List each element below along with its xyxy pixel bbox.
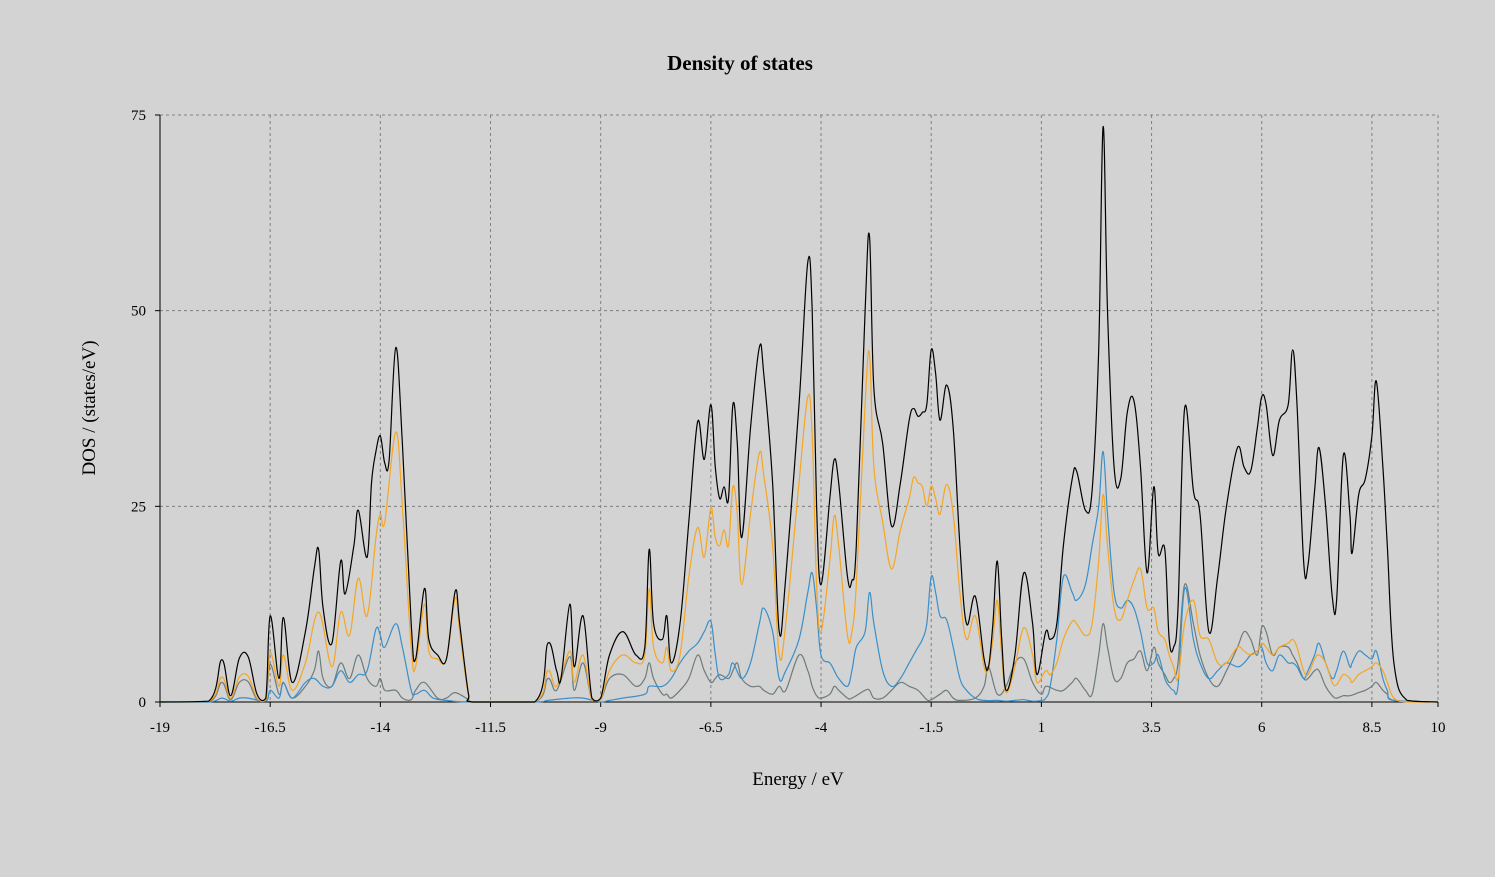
y-tick-label: 0 (139, 695, 147, 711)
x-tick-labels: -19 -16.5 -14 -11.5 -9 -6.5 -4 -1.5 1 3.5 6 8.5 10 (150, 720, 1446, 736)
series-line-1 (159, 126, 1439, 703)
y-tick-labels: 0 25 50 75 (131, 108, 146, 711)
x-tick-label: 6 (1258, 720, 1266, 736)
x-tick-label: -6.5 (699, 720, 723, 736)
grid (160, 114, 1439, 702)
x-tick-label: 3.5 (1142, 720, 1161, 736)
series-line-4 (159, 583, 1439, 703)
series-line-2 (159, 350, 1438, 703)
y-axis-label: DOS / (states/eV) (79, 340, 100, 475)
x-tick-label: -9 (594, 720, 607, 736)
x-tick-label: -19 (150, 720, 170, 736)
x-tick-label: 8.5 (1363, 720, 1382, 736)
x-tick-label: 1 (1038, 720, 1046, 736)
axes (155, 114, 1439, 707)
x-tick-label: -11.5 (475, 720, 506, 736)
x-tick-label: -4 (815, 720, 828, 736)
x-tick-label: -16.5 (255, 720, 286, 736)
x-axis-label: Energy / eV (752, 769, 844, 790)
series-group (159, 126, 1439, 703)
y-tick-label: 75 (131, 108, 146, 124)
chart-title: Density of states (667, 51, 813, 75)
x-tick-label: 10 (1431, 720, 1446, 736)
x-tick-label: -14 (370, 720, 390, 736)
x-tick-label: -1.5 (919, 720, 943, 736)
y-tick-label: 25 (131, 499, 146, 515)
y-tick-label: 50 (131, 304, 146, 320)
